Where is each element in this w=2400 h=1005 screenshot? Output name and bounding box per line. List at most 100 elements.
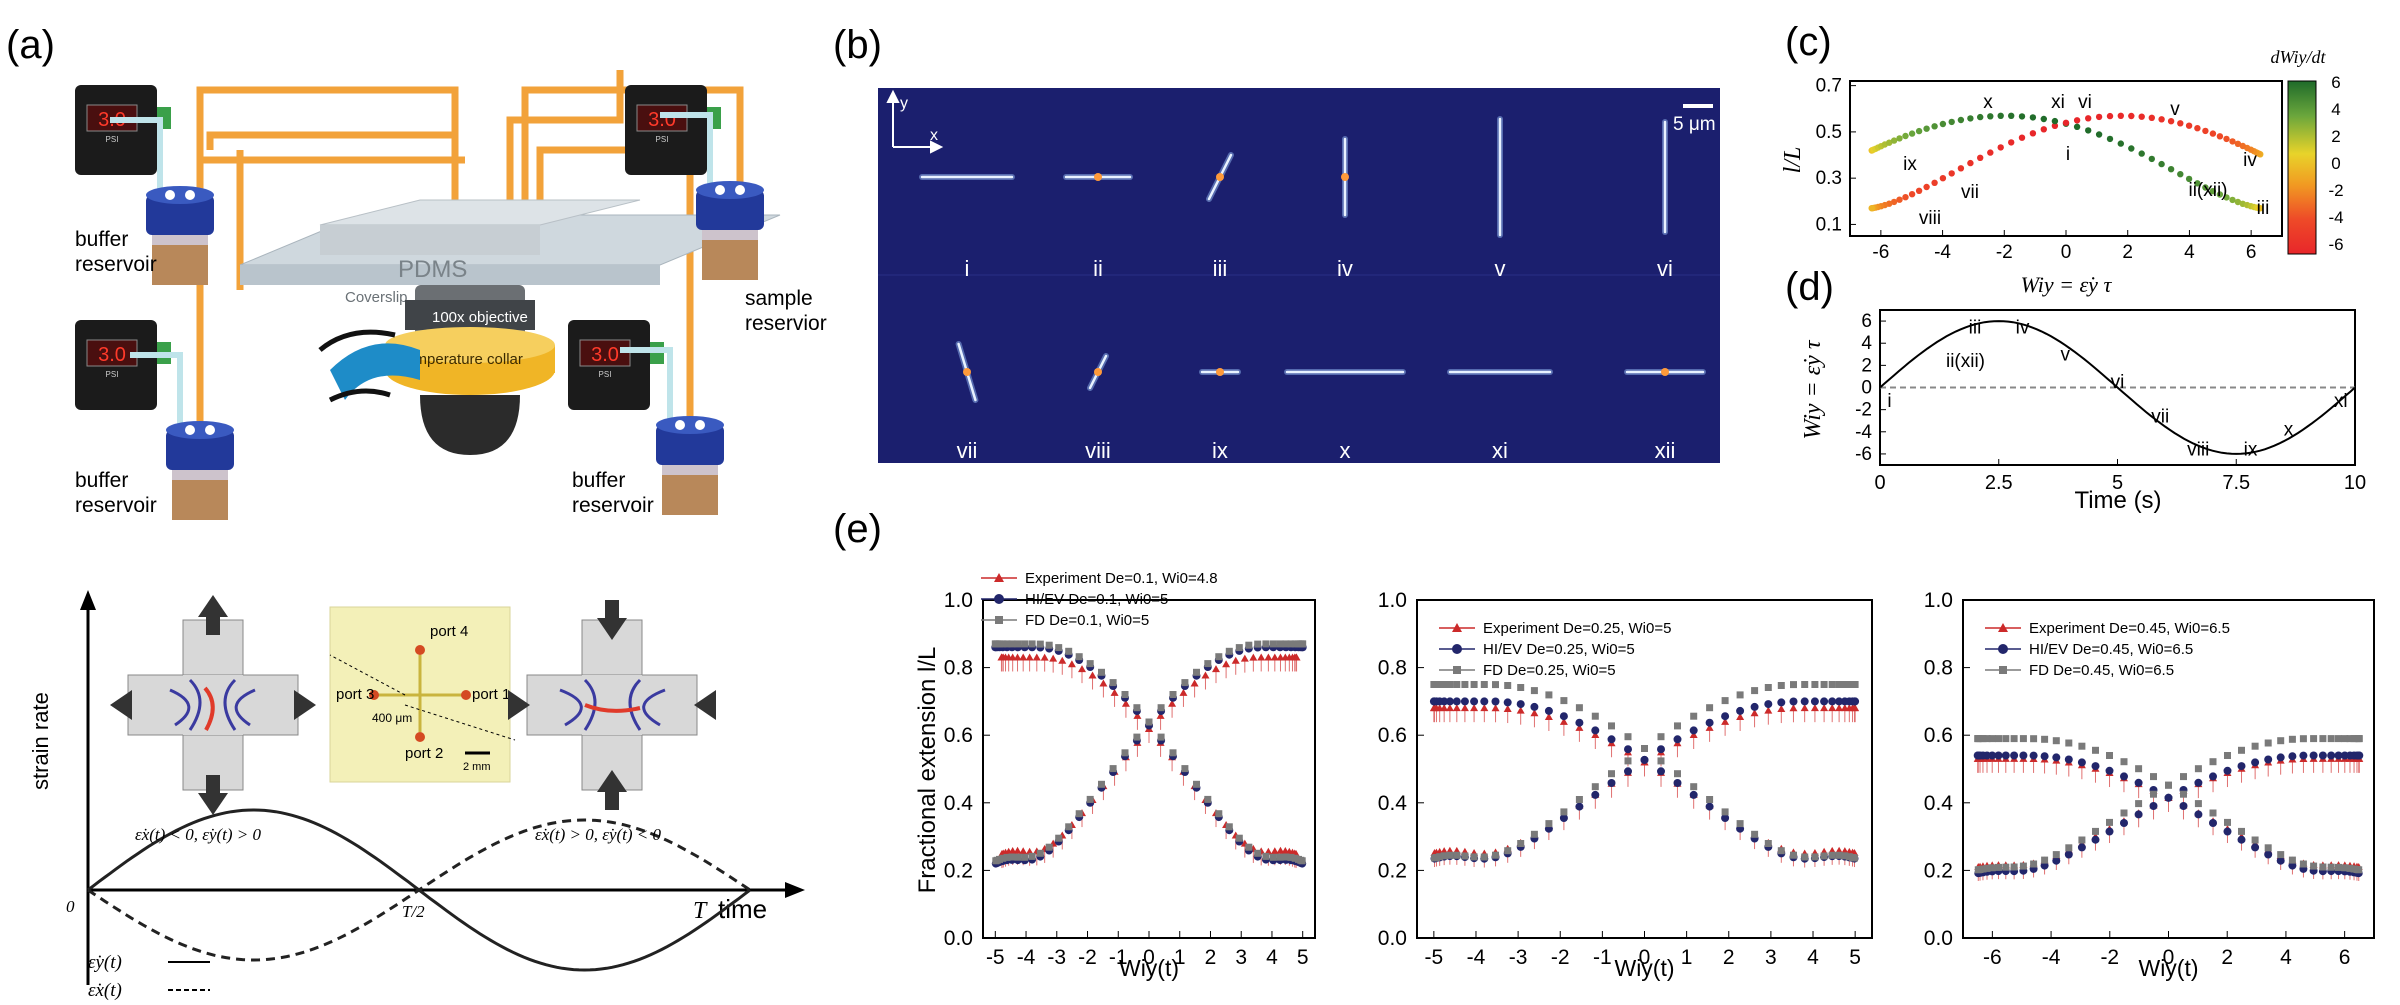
- e-hiev-point: [1503, 698, 1512, 707]
- e-fd-point: [2030, 860, 2038, 868]
- e-exp-point: [1429, 704, 1438, 712]
- panel-a-strain-rate: strain rate time 0 T/2 T ε̇y(t) ε̇x(t) ε…: [28, 590, 805, 1001]
- port-2-label: port 2: [405, 745, 443, 762]
- channel-width-label: 400 μm: [372, 711, 412, 725]
- e-hiev-point: [2134, 778, 2143, 787]
- e-fd-point: [2238, 827, 2245, 835]
- c-point: [2223, 135, 2230, 143]
- e-fd-point: [1560, 808, 1568, 816]
- e-exp-point: [1445, 704, 1454, 712]
- c-point: [2209, 130, 2217, 137]
- e-hiev-point: [2251, 843, 2260, 852]
- e-fd-point: [1674, 770, 1681, 778]
- c-point: [1896, 135, 1903, 142]
- e-xtick: 0: [2163, 946, 2175, 969]
- e-exp-point: [1231, 656, 1240, 664]
- e-fd-point: [1641, 745, 1648, 752]
- c-point: [2029, 130, 2037, 137]
- legend-y-label: ε̇y(t): [88, 952, 122, 973]
- e-hiev-point: [1721, 712, 1730, 721]
- e-hiev-point: [1851, 697, 1860, 706]
- e-fd-point: [1133, 733, 1141, 741]
- e-ytick: 0.8: [1378, 657, 1407, 680]
- e-legend-entry: Experiment De=0.1, Wi0=4.8: [1025, 570, 1218, 587]
- e-fd-point: [1269, 853, 1277, 861]
- cross-slot-left: [110, 595, 316, 815]
- e-fd-point: [1282, 640, 1290, 648]
- c-point: [2085, 115, 2092, 122]
- e-exp-point: [1264, 653, 1273, 661]
- e-legend-2: Experiment De=0.25, Wi0=5 HI/EV De=0.25, …: [1439, 620, 1671, 679]
- e-fd-point: [2106, 752, 2113, 759]
- e-exp-point: [1828, 704, 1837, 712]
- e-fd-point: [2319, 735, 2327, 743]
- c-ytick: 0.7: [1816, 76, 1842, 97]
- c-point: [2008, 139, 2015, 146]
- e-exp-point: [1480, 704, 1489, 712]
- svg-text:reservoir: reservoir: [572, 494, 654, 517]
- e-ytick: 1.0: [1924, 589, 1953, 612]
- e-legend-entry: HI/EV De=0.25, Wi0=5: [1483, 641, 1635, 658]
- e-hiev-point: [2327, 751, 2336, 760]
- e-ytick: 0.2: [944, 859, 973, 882]
- e-fd-point: [1841, 852, 1849, 860]
- e-hiev-point: [1736, 706, 1745, 715]
- c-annotation: xi: [2051, 92, 2065, 113]
- e-fd-point: [1751, 830, 1759, 838]
- e-fd-point: [1262, 852, 1270, 860]
- e-hiev-point: [1994, 751, 2003, 760]
- c-point: [2095, 113, 2103, 121]
- e-exp-point: [1764, 706, 1773, 714]
- e-fd-point: [1841, 681, 1849, 688]
- e-hiev-point: [2194, 778, 2203, 787]
- c-point: [2194, 180, 2201, 187]
- c-point: [2216, 133, 2224, 140]
- chip-scale-bar: 2 mm: [463, 761, 491, 773]
- e-xlabel: Wiy(t): [1119, 955, 1179, 981]
- c-point: [2234, 140, 2242, 147]
- c-point: [2095, 131, 2103, 138]
- e-exp-point: [1820, 704, 1829, 712]
- e-fd-point: [2209, 809, 2217, 817]
- e-fd-point: [2310, 862, 2318, 870]
- e-fd-point: [1988, 864, 1996, 872]
- e-hiev-point: [2105, 766, 2114, 775]
- c-point: [1967, 115, 1974, 122]
- c-xtick: 6: [2246, 242, 2257, 263]
- e-xtick: -6: [1983, 946, 2002, 969]
- e-exp-point: [1099, 679, 1108, 687]
- e-fd-point: [2346, 864, 2354, 872]
- e-hiev-point: [1835, 697, 1844, 706]
- e-ytick: 0.8: [1924, 657, 1953, 680]
- e-fd-point: [2194, 800, 2202, 808]
- e-xtick: -5: [1425, 946, 1444, 969]
- e-fd-point: [1254, 640, 1262, 648]
- c-point: [2062, 119, 2070, 127]
- e-xtick: 4: [2280, 946, 2292, 969]
- colorbar: [2287, 80, 2317, 255]
- e-exp-point: [1201, 671, 1210, 679]
- e-plot-3: -6 -4 -2 0 2 4 6 0.0 0.2 0.4 0.6 0.8 1.0 Wiy(t) Experi…: [1924, 589, 2375, 981]
- e-hiev-point: [2019, 751, 2028, 760]
- c-point: [2106, 135, 2114, 143]
- e-fd-point: [2106, 818, 2113, 826]
- e-legend-3: Experiment De=0.45, Wi0=6.5 HI/EV De=0.45…: [1985, 620, 2230, 679]
- c-point: [2229, 196, 2236, 204]
- e-hiev-point: [2077, 758, 2086, 767]
- c-point: [2202, 127, 2209, 135]
- e-fd-point: [1517, 840, 1525, 847]
- e-exp-point: [1058, 656, 1067, 664]
- e-fd-point: [1764, 684, 1772, 691]
- c-point: [2128, 112, 2135, 120]
- e-fd-point: [2251, 742, 2259, 750]
- buffer-label-1: buffer: [75, 228, 128, 251]
- svg-text:x: x: [930, 127, 938, 144]
- e-fd-point: [2002, 735, 2010, 743]
- c-point: [2239, 142, 2246, 150]
- e-fd-point: [2065, 739, 2073, 747]
- e-fd-point: [1446, 681, 1454, 688]
- e-fd-point: [1276, 640, 1284, 648]
